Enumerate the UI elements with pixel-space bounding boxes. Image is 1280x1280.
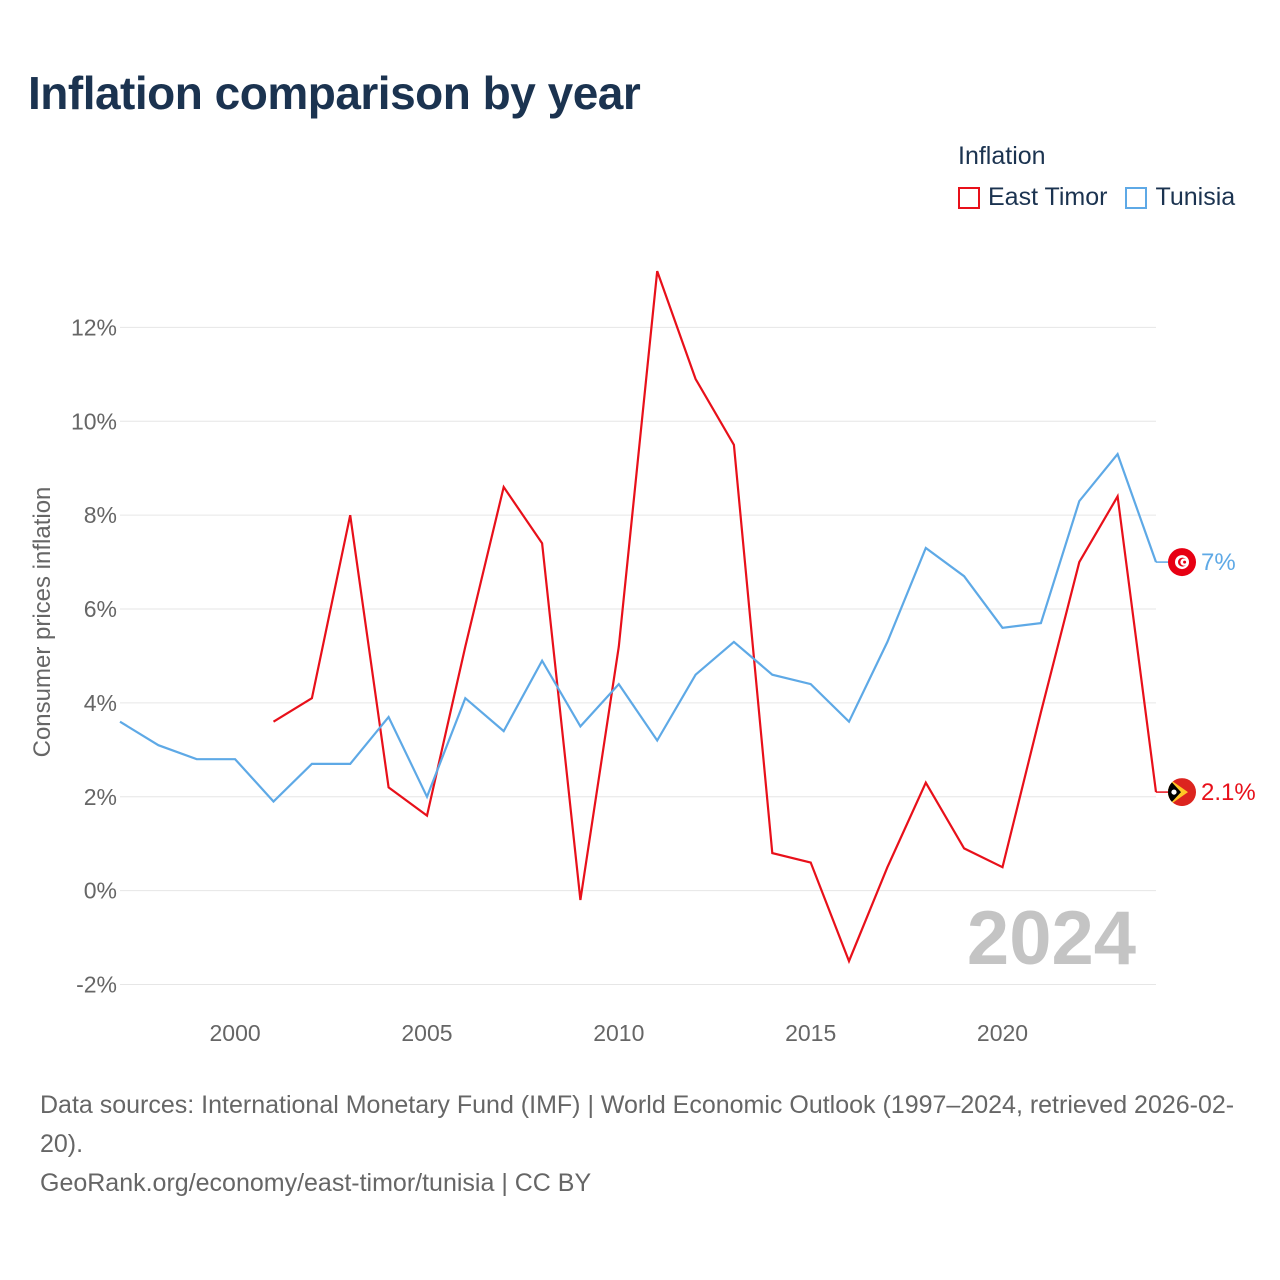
y-tick-label: 6% bbox=[84, 596, 117, 622]
end-labels: 2.1% 7% bbox=[1156, 548, 1256, 807]
legend-title: Inflation bbox=[958, 142, 1046, 170]
tunisia-flag-icon bbox=[1168, 548, 1196, 577]
legend-label-east-timor: East Timor bbox=[988, 183, 1108, 211]
series-group bbox=[119, 270, 1158, 965]
legend-label-tunisia: Tunisia bbox=[1155, 183, 1236, 211]
source-note: Data sources: International Monetary Fun… bbox=[40, 1091, 1235, 1158]
y-tick-label: -2% bbox=[76, 972, 117, 998]
legend-item-east-timor[interactable]: East Timor bbox=[958, 183, 1107, 212]
grid: -2% 0% 2% 4% 6% 8% 10% 12% 2000 2005 2010 2015 2020 bbox=[71, 314, 1156, 1046]
series-line-east-timor[interactable] bbox=[272, 270, 1158, 965]
y-tick-label: 4% bbox=[84, 690, 117, 716]
legend: Inflation East Timor Tunisia bbox=[958, 142, 1235, 212]
legend-swatch-east-timor bbox=[958, 186, 980, 209]
y-axis-label: Consumer prices inflation bbox=[29, 487, 56, 758]
legend-swatch-tunisia bbox=[1125, 186, 1148, 209]
east-timor-flag-icon bbox=[1168, 778, 1196, 807]
end-label-east-timor: 2.1% bbox=[1201, 779, 1256, 806]
line-chart: -2%0%2%4%6%8%10%12%2000 2005 2010 2015 2020 … bbox=[29, 270, 1256, 1046]
y-tick-label: 8% bbox=[84, 502, 117, 528]
x-tick-label: 2005 bbox=[401, 1020, 452, 1046]
end-label-tunisia: 7% bbox=[1201, 549, 1236, 576]
series-line-tunisia[interactable] bbox=[119, 451, 1158, 804]
y-tick-label: 0% bbox=[84, 878, 117, 904]
credit-note[interactable]: GeoRank.org/economy/east-timor/tunisia |… bbox=[40, 1169, 592, 1197]
year-watermark: 2024 bbox=[967, 896, 1136, 981]
legend-item-tunisia[interactable]: Tunisia bbox=[1125, 183, 1235, 212]
x-tick-label: 2020 bbox=[977, 1020, 1028, 1046]
y-tick-label: 2% bbox=[84, 784, 117, 810]
y-tick-label: 10% bbox=[71, 408, 117, 434]
x-tick-label: 2010 bbox=[593, 1020, 644, 1046]
footer: Data sources: International Monetary Fun… bbox=[40, 1086, 1250, 1203]
x-tick-label: 2015 bbox=[785, 1020, 836, 1046]
x-tick-label: 2000 bbox=[210, 1020, 261, 1046]
chart-title: Inflation comparison by year bbox=[28, 67, 641, 119]
y-tick-label: 12% bbox=[71, 314, 117, 340]
